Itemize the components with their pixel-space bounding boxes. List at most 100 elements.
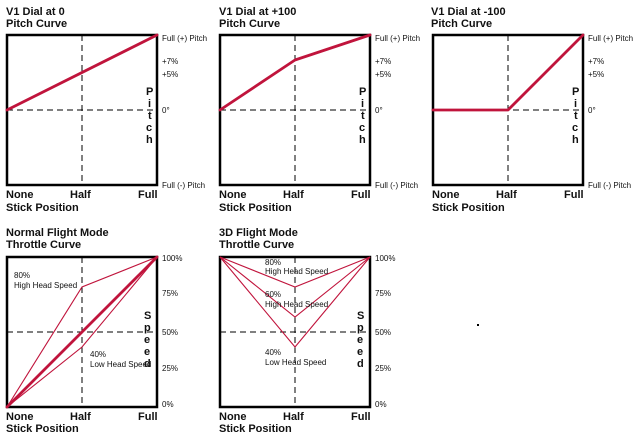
axis-letter: t (574, 110, 578, 122)
tick-75-percent: 75% (162, 289, 178, 298)
x-label-none: None (219, 189, 247, 201)
axis-letter: i (148, 98, 151, 110)
pitch-curve-panel-dial-plus-100: V1 Dial at +100 Pitch Curve Full (+) Pit… (218, 6, 420, 214)
axis-letter: i (574, 98, 577, 110)
axis-letter: e (357, 346, 363, 358)
throttle-curve-80 (6, 256, 158, 408)
throttle-curve-40 (6, 256, 158, 408)
label-zero-degrees: 0° (162, 106, 170, 115)
tick-0-percent: 0% (162, 400, 174, 409)
x-label-half: Half (283, 189, 304, 201)
axis-letter: e (144, 346, 150, 358)
stray-dot (477, 324, 479, 326)
label-plus-5: +5% (375, 70, 391, 79)
label-full-positive-pitch: Full (+) Pitch (375, 34, 420, 43)
x-label-full: Full (138, 411, 158, 423)
label-zero-degrees: 0° (375, 106, 383, 115)
pitch-curve (5, 33, 159, 112)
vertical-axis-label: P i t c h (572, 86, 579, 146)
label-high-head-speed: High Head Speed (265, 267, 328, 276)
x-axis-title: Stick Position (6, 423, 79, 435)
x-label-half: Half (283, 411, 304, 423)
axis-letter: t (361, 110, 365, 122)
label-plus-5: +5% (588, 70, 604, 79)
tick-50-percent: 50% (375, 328, 391, 337)
panel-title: V1 Dial at +100 (219, 6, 296, 18)
label-high-head-speed: High Head Speed (14, 281, 77, 290)
x-axis-title: Stick Position (219, 423, 292, 435)
label-40-percent: 40% (265, 348, 281, 357)
axis-letter: h (359, 134, 366, 146)
tick-75-percent: 75% (375, 289, 391, 298)
axis-letter: c (572, 122, 578, 134)
axis-letter: e (357, 334, 363, 346)
throttle-curve-60 (219, 256, 371, 318)
x-label-half: Half (496, 189, 517, 201)
throttle-curve-80 (219, 256, 371, 288)
label-plus-7: +7% (588, 57, 604, 66)
x-axis-title: Stick Position (432, 202, 505, 214)
tick-50-percent: 50% (162, 328, 178, 337)
x-label-half: Half (70, 411, 91, 423)
panel-title: V1 Dial at 0 (6, 6, 65, 18)
label-full-negative-pitch: Full (-) Pitch (588, 181, 631, 190)
throttle-curve-linear (5, 255, 159, 409)
x-label-none: None (219, 411, 247, 423)
vertical-axis-label: S p e e d (357, 310, 364, 370)
tick-25-percent: 25% (162, 364, 178, 373)
axis-letter: i (361, 98, 364, 110)
label-full-positive-pitch: Full (+) Pitch (588, 34, 633, 43)
axis-letter: p (357, 322, 364, 334)
panel-title: Normal Flight Mode (6, 227, 109, 239)
label-full-positive-pitch: Full (+) Pitch (162, 34, 207, 43)
tick-100-percent: 100% (375, 254, 395, 263)
label-low-head-speed: Low Head Speed (265, 358, 326, 367)
tick-100-percent: 100% (162, 254, 182, 263)
label-80-percent: 80% (265, 258, 281, 267)
x-label-full: Full (351, 189, 371, 201)
label-plus-5: +5% (162, 70, 178, 79)
x-label-none: None (6, 189, 34, 201)
label-full-negative-pitch: Full (-) Pitch (375, 181, 418, 190)
x-axis-title: Stick Position (6, 202, 79, 214)
vertical-axis-label: P i t c h (359, 86, 366, 146)
panel-subtitle: Pitch Curve (431, 18, 492, 30)
3d-flight-throttle-panel: 3D Flight Mode Throttle Curve 80% High H… (218, 227, 395, 435)
label-low-head-speed: Low Head Speed (90, 360, 151, 369)
panel-title: V1 Dial at -100 (431, 6, 506, 18)
label-60-percent: 60% (265, 290, 281, 299)
label-zero-degrees: 0° (588, 106, 596, 115)
x-label-none: None (6, 411, 34, 423)
vertical-axis-label: S p e e d (144, 310, 151, 370)
axis-letter: p (144, 322, 151, 334)
axis-letter: e (144, 334, 150, 346)
pitch-curve (218, 33, 372, 112)
throttle-curve-40 (219, 256, 371, 348)
label-80-percent: 80% (14, 271, 30, 280)
axis-letter: c (146, 122, 152, 134)
axis-letter: c (359, 122, 365, 134)
axis-letter: S (357, 310, 364, 322)
label-plus-7: +7% (375, 57, 391, 66)
label-full-negative-pitch: Full (-) Pitch (162, 181, 205, 190)
x-label-full: Full (138, 189, 158, 201)
axis-letter: d (357, 358, 364, 370)
pitch-curve-panel-dial-minus-100: V1 Dial at -100 Pitch Curve Full (+) Pit… (431, 6, 633, 214)
panel-subtitle: Pitch Curve (219, 18, 280, 30)
label-plus-7: +7% (162, 57, 178, 66)
x-axis-title: Stick Position (219, 202, 292, 214)
label-high-head-speed: High Head Speed (265, 300, 328, 309)
panel-subtitle: Throttle Curve (219, 239, 294, 251)
panel-title: 3D Flight Mode (219, 227, 298, 239)
axis-letter: P (359, 86, 366, 98)
label-40-percent: 40% (90, 350, 106, 359)
tick-0-percent: 0% (375, 400, 387, 409)
axis-letter: P (572, 86, 579, 98)
x-label-full: Full (564, 189, 584, 201)
x-label-half: Half (70, 189, 91, 201)
panel-subtitle: Throttle Curve (6, 239, 81, 251)
pitch-curve-panel-dial-0: V1 Dial at 0 Pitch Curve Full (+) Pitch … (5, 6, 207, 214)
axis-letter: h (146, 134, 153, 146)
axis-letter: d (144, 358, 151, 370)
